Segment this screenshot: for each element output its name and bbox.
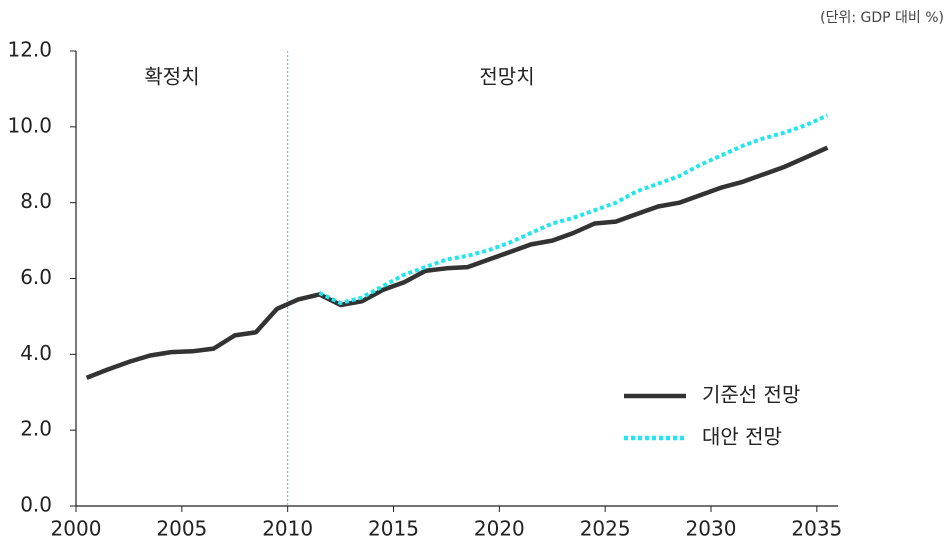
region-label: 확정치 — [144, 65, 199, 89]
legend-label: 기준선 전망 — [702, 383, 800, 407]
y-tick-label: 2.0 — [20, 417, 52, 441]
unit-note: (단위: GDP 대비 %) — [820, 10, 944, 26]
x-tick-label: 2005 — [156, 517, 207, 541]
legend-label: 대안 전망 — [702, 425, 782, 449]
x-tick-label: 2030 — [686, 517, 737, 541]
region-label: 전망치 — [479, 65, 534, 89]
y-tick-label: 4.0 — [20, 341, 52, 365]
x-tick-label: 2015 — [368, 517, 419, 541]
y-tick-label: 0.0 — [20, 493, 52, 517]
y-tick-label: 10.0 — [7, 113, 52, 137]
x-tick-label: 2000 — [51, 517, 102, 541]
x-tick-label: 2035 — [791, 517, 842, 541]
series-line — [318, 113, 829, 306]
series-line — [85, 145, 829, 380]
x-tick-label: 2020 — [474, 517, 525, 541]
x-tick-label: 2025 — [580, 517, 631, 541]
y-tick-label: 12.0 — [7, 38, 52, 62]
x-tick-label: 2010 — [262, 517, 313, 541]
y-tick-label: 6.0 — [20, 265, 52, 289]
y-tick-label: 8.0 — [20, 189, 52, 213]
